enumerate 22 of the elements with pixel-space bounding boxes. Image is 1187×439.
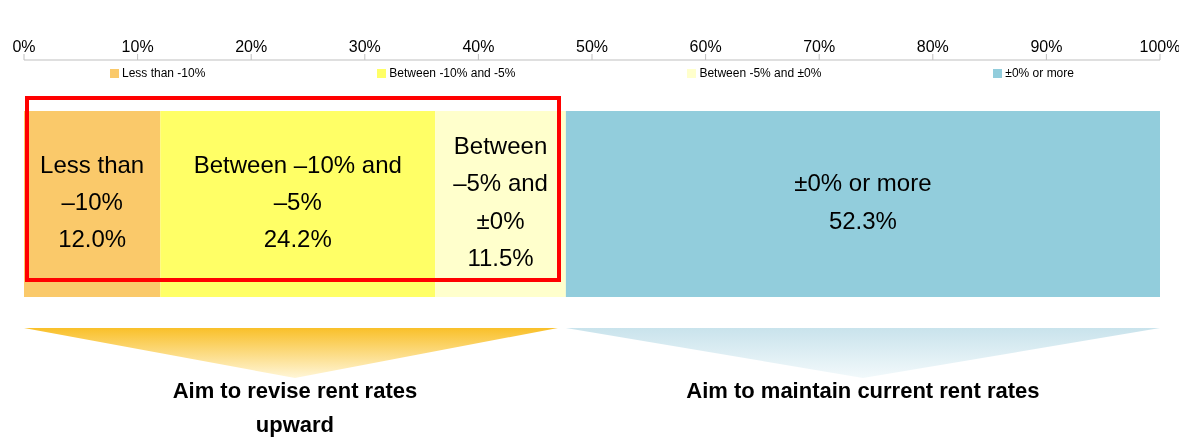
text: Aim to revise rent rates upward — [171, 377, 419, 439]
x-tick-label: 90% — [1030, 38, 1063, 55]
legend-label: Between -10% and -5% — [388, 66, 516, 80]
x-tick-label: 30% — [348, 38, 381, 55]
legend-label: Less than -10% — [121, 66, 206, 80]
x-tick-label: 80% — [916, 38, 949, 55]
data-label: ±0% or more 52.3% — [794, 169, 932, 234]
data-label: Between –5% and ±0% 11.5% — [453, 132, 548, 272]
x-tick-label: 10% — [121, 38, 154, 55]
bar — [565, 111, 1160, 297]
data-label: Less than –10% 12.0% — [40, 151, 145, 253]
x-tick-label: 40% — [462, 38, 495, 55]
legend-label: Between -5% and ±0% — [698, 66, 822, 80]
x-tick-label: 70% — [803, 38, 836, 55]
text: Aim to maintain current rent rates — [685, 377, 1041, 405]
x-tick-label: 20% — [235, 38, 268, 55]
x-tick-label: 0% — [12, 38, 36, 55]
legend-label: ±0% or more — [1004, 66, 1074, 80]
x-tick-label: 100% — [1139, 38, 1181, 55]
x-tick-label: 50% — [575, 38, 609, 55]
x-tick-label: 60% — [689, 38, 722, 55]
data-label: Between –10% and –5% 24.2% — [193, 151, 402, 253]
